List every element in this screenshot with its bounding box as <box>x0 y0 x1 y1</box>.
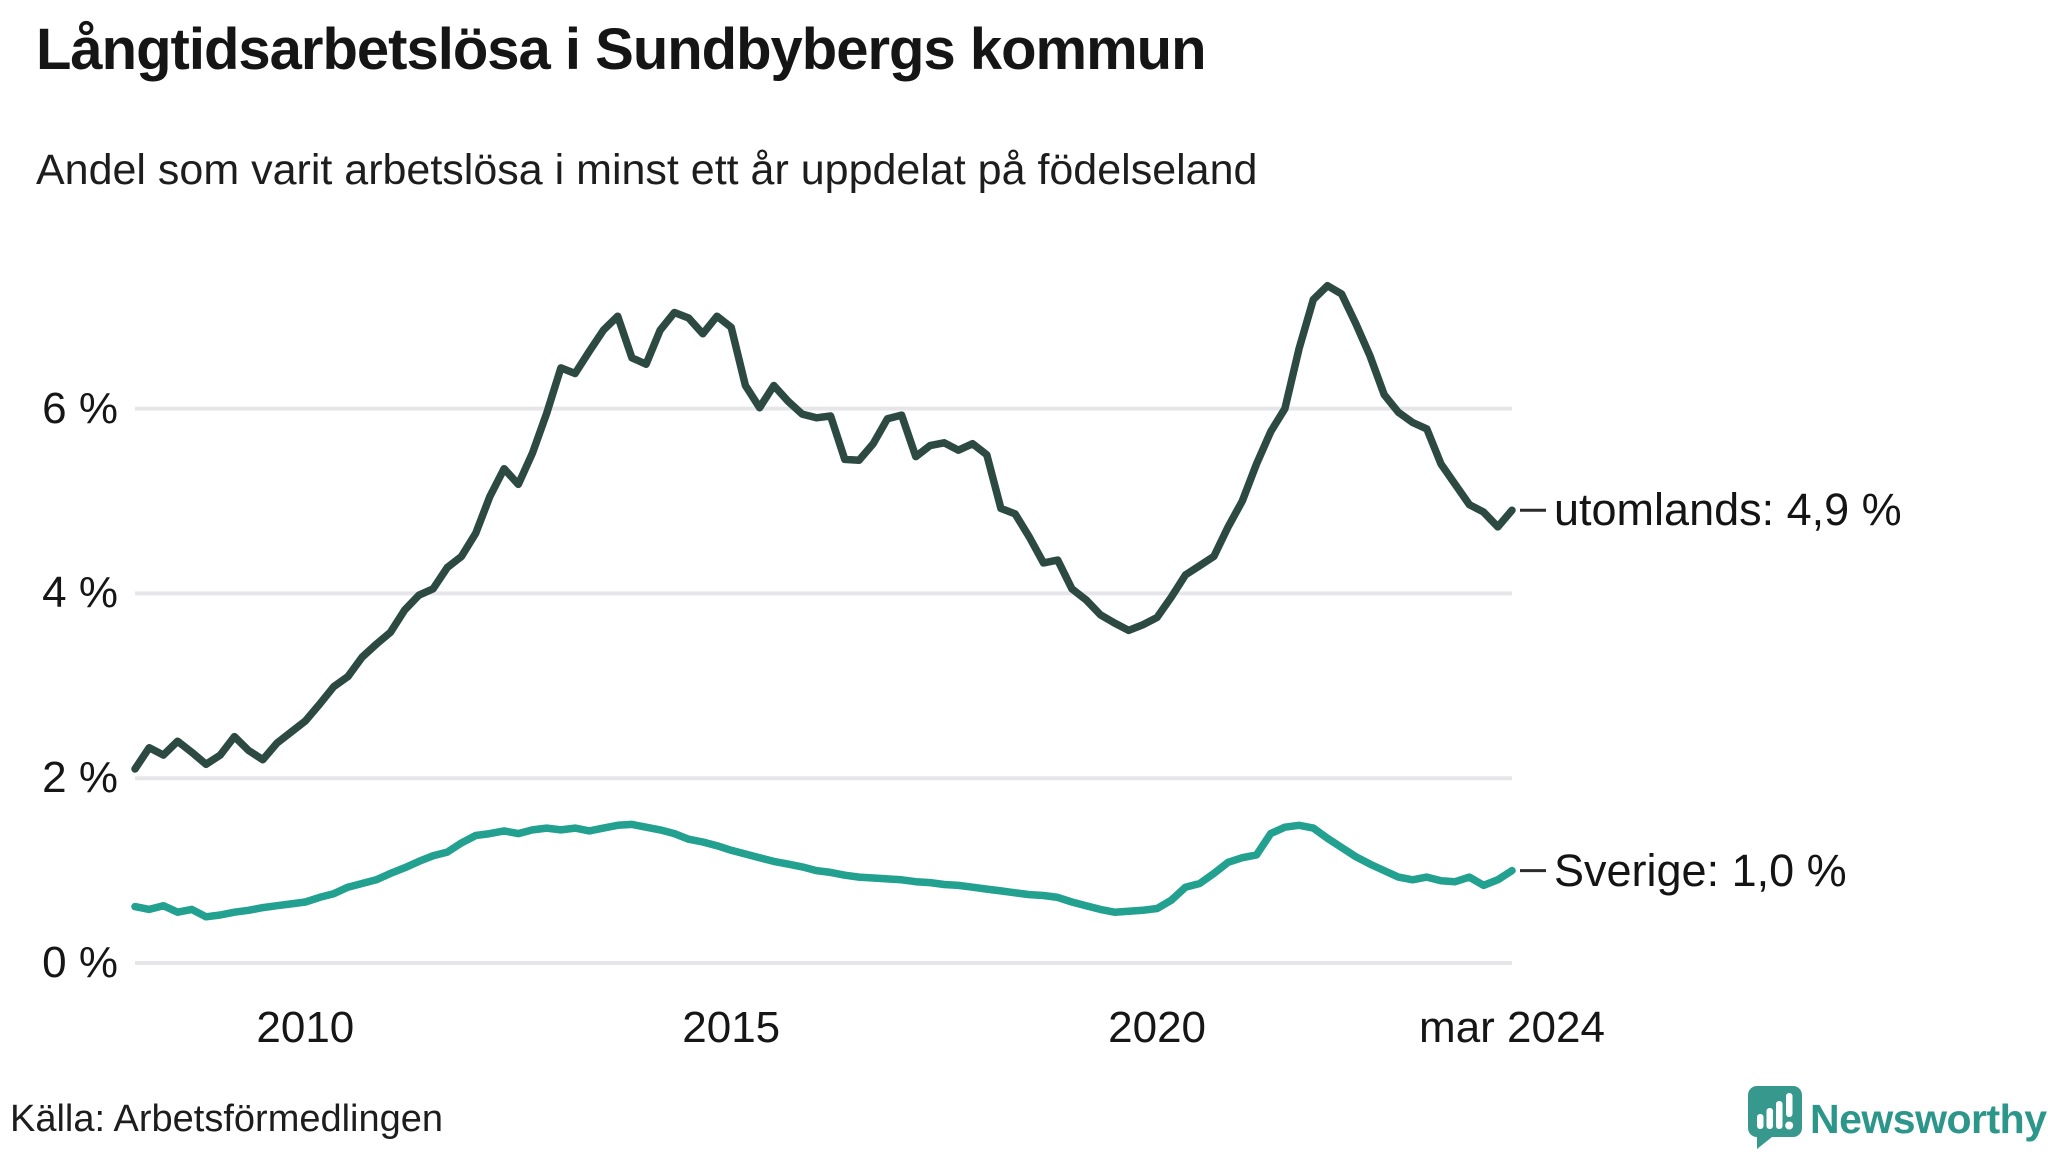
y-tick-label: 2 % <box>42 753 118 803</box>
x-tick-label: 2020 <box>1108 1003 1207 1052</box>
x-tick-label: 2010 <box>256 1003 355 1052</box>
series-end-label-utomlands: utomlands: 4,9 % <box>1554 484 1902 536</box>
y-tick-label: 0 % <box>42 938 118 987</box>
x-tick-label: 2015 <box>682 1003 781 1052</box>
series-line-Sverige <box>131 820 1516 921</box>
series-line-utomlands <box>131 281 1516 773</box>
chart-title: Långtidsarbetslösa i Sundbybergs kommun <box>36 17 1207 82</box>
y-tick-label: 6 % <box>42 383 118 433</box>
chart-subtitle: Andel som varit arbetslösa i minst ett å… <box>36 146 1258 194</box>
series-end-label-sverige: Sverige: 1,0 % <box>1554 844 1847 896</box>
x-tick-label: mar 2024 <box>1419 1003 1605 1052</box>
brand-name: Newsworthy <box>1810 1096 2047 1142</box>
y-tick-label: 4 % <box>42 568 118 618</box>
source-note: Källa: Arbetsförmedlingen <box>10 1098 444 1140</box>
newsworthy-logo-icon <box>1748 1086 1802 1149</box>
